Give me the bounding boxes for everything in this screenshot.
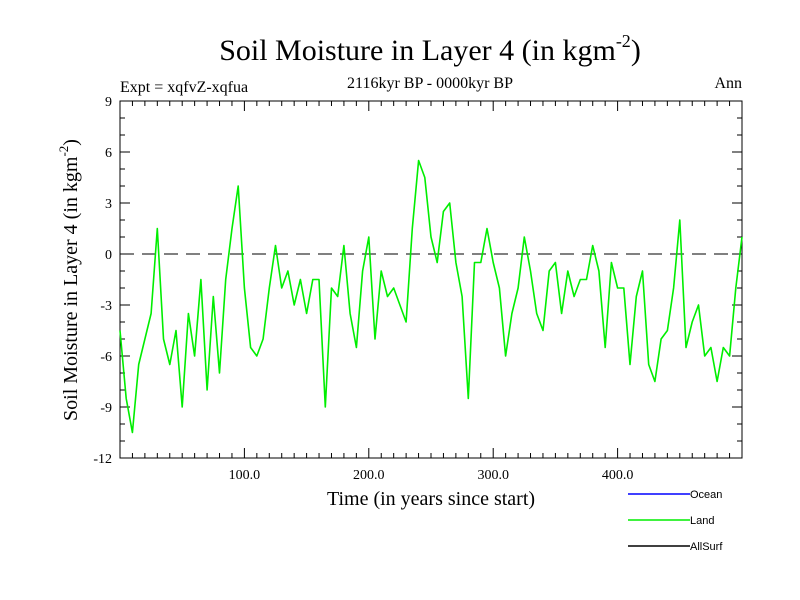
plot-frame	[119, 100, 743, 459]
x-tick-label: 400.0	[602, 468, 634, 483]
y-tick-label: -3	[100, 299, 112, 314]
chart-title-sup: -2	[616, 31, 631, 51]
x-axis: 100.0 200.0 300.0 400.0	[131, 101, 731, 483]
y-axis-label-sup: -2	[56, 146, 71, 157]
y-axis-label: Soil Moisture in Layer 4 (in kgm-2)	[56, 139, 82, 421]
y-tick-label: -12	[93, 452, 112, 467]
y-tick-label: 6	[105, 146, 112, 161]
y-tick-label: 3	[105, 197, 112, 212]
legend-label-allsurf: AllSurf	[690, 541, 723, 553]
x-tick-label: 100.0	[229, 468, 261, 483]
x-tick-label: 300.0	[477, 468, 509, 483]
chart-subtitle: 2116kyr BP - 0000kyr BP	[347, 75, 513, 92]
x-tick-label: 200.0	[353, 468, 385, 483]
y-axis: -12 -9 -6 -3 0 3 6 9	[93, 95, 742, 467]
experiment-label: Expt = xqfvZ-xqfua	[120, 79, 248, 96]
x-axis-label: Time (in years since start)	[327, 488, 535, 510]
chart-title-close: )	[631, 34, 641, 67]
series-group	[119, 159, 743, 434]
legend-label-land: Land	[690, 515, 714, 527]
y-tick-label: -9	[100, 401, 112, 416]
y-axis-label-main: Soil Moisture in Layer 4 (in kgm	[60, 156, 82, 421]
y-axis-label-close: )	[60, 139, 82, 146]
chart-title: Soil Moisture in Layer 4 (in kgm-2)	[219, 31, 641, 67]
legend-label-ocean: Ocean	[690, 489, 722, 501]
legend: Ocean Land AllSurf	[628, 489, 723, 553]
series-line-land	[119, 159, 743, 434]
chart-title-main: Soil Moisture in Layer 4 (in kgm	[219, 34, 616, 67]
y-tick-label: -6	[100, 350, 112, 365]
y-tick-label: 0	[105, 248, 112, 263]
y-tick-label: 9	[105, 95, 112, 110]
season-label: Ann	[714, 75, 742, 92]
